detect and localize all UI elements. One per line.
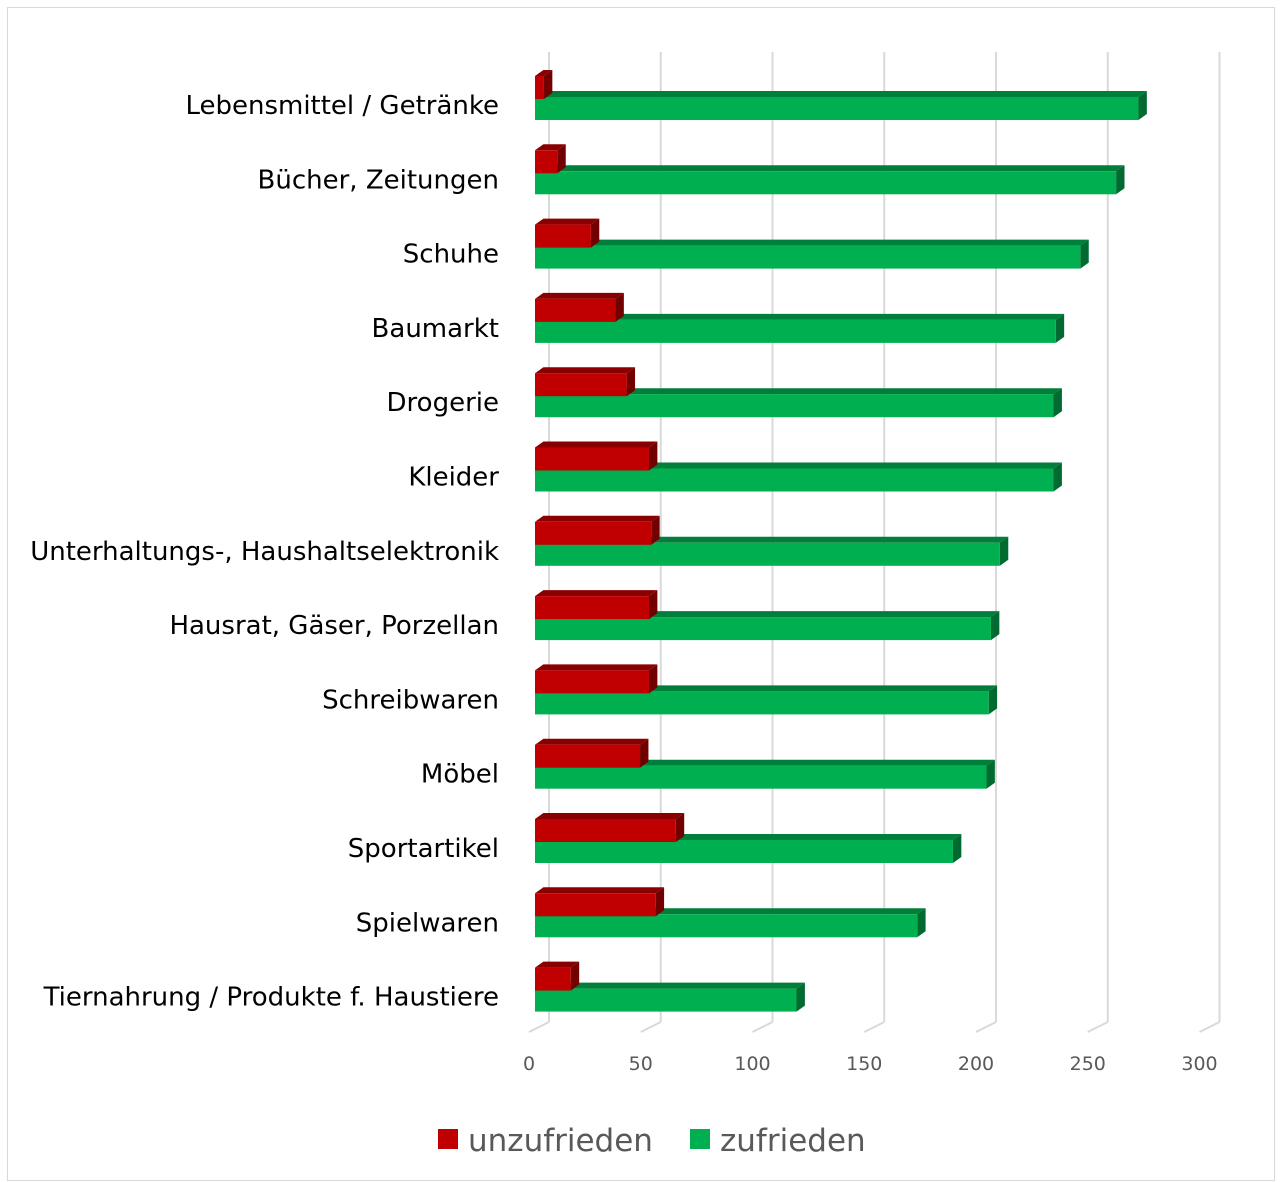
x-tick-label: 200: [958, 1053, 994, 1075]
gridline-floor-150: [863, 1021, 885, 1033]
gridline-floor-250: [1087, 1021, 1109, 1033]
bar-unzufrieden: [535, 367, 636, 397]
x-tick-label: 100: [734, 1053, 770, 1075]
category-label: Kleider: [408, 463, 499, 493]
bar-unzufrieden: [535, 441, 658, 471]
category-label: Tiernahrung / Produkte f. Haustiere: [43, 983, 499, 1013]
x-tick-label: 300: [1181, 1053, 1217, 1075]
bar-zufrieden: [535, 982, 805, 1012]
category-label: Spielwaren: [356, 908, 499, 938]
bar-zufrieden: [535, 239, 1089, 269]
legend-swatch: [690, 1129, 710, 1149]
bar-zufrieden: [535, 388, 1062, 418]
gridline-floor-100: [752, 1021, 773, 1033]
bar-unzufrieden: [535, 590, 658, 620]
bar-unzufrieden: [535, 738, 649, 768]
bar-zufrieden: [535, 165, 1125, 195]
bar-unzufrieden: [535, 218, 600, 248]
gridline-floor-200: [975, 1021, 997, 1033]
category-label: Hausrat, Gäser, Porzellan: [169, 611, 499, 641]
category-label: Baumarkt: [372, 314, 499, 344]
bar-unzufrieden: [535, 70, 553, 99]
bar-unzufrieden: [535, 887, 665, 917]
category-label: Sportartikel: [348, 834, 499, 864]
category-label: Bücher, Zeitungen: [258, 165, 499, 195]
bar-unzufrieden: [535, 961, 580, 991]
category-label: Schuhe: [403, 240, 499, 270]
bar-zufrieden: [535, 91, 1147, 120]
bar-zufrieden: [535, 313, 1065, 343]
bar-unzufrieden: [535, 515, 660, 545]
category-label: Schreibwaren: [322, 685, 499, 715]
gridline-floor-300: [1199, 1021, 1220, 1033]
legend-label: unzufrieden: [468, 1123, 653, 1159]
legend-swatch: [438, 1129, 458, 1149]
bar-unzufrieden: [535, 144, 566, 174]
bar-unzufrieden: [535, 813, 685, 842]
bar-zufrieden: [535, 462, 1062, 492]
category-label: Lebensmittel / Getränke: [185, 91, 499, 121]
category-label: Möbel: [421, 760, 499, 790]
x-tick-label: 50: [629, 1053, 653, 1075]
category-label: Drogerie: [387, 388, 499, 418]
bar-zufrieden: [535, 759, 995, 789]
category-label: Unterhaltungs-, Haushaltselektronik: [30, 537, 499, 567]
bar-zufrieden: [535, 685, 998, 715]
legend-label: zufrieden: [720, 1123, 866, 1159]
bar-unzufrieden: [535, 292, 624, 322]
gridline-floor-50: [640, 1021, 662, 1033]
bar-unzufrieden: [535, 664, 658, 694]
x-tick-label: 250: [1070, 1053, 1106, 1075]
x-tick-label: 150: [846, 1053, 882, 1075]
gridline-floor-0: [528, 1021, 550, 1033]
x-tick-label: 0: [523, 1053, 535, 1075]
